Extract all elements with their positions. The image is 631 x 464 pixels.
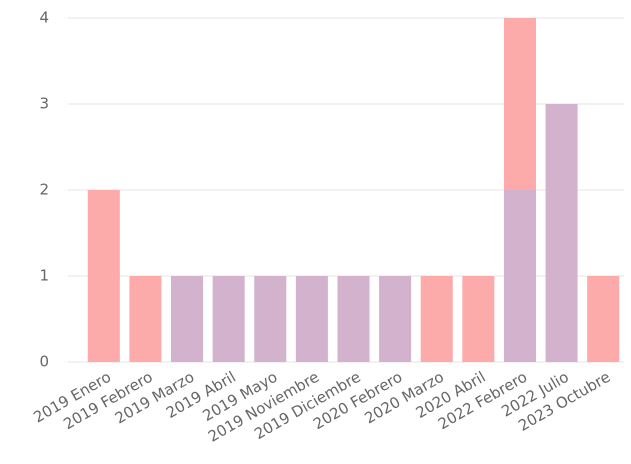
bar-segment bbox=[254, 276, 287, 362]
y-tick-label: 4 bbox=[39, 9, 49, 27]
bar-segment bbox=[337, 276, 370, 362]
bar-segment bbox=[379, 276, 412, 362]
bar-segment bbox=[545, 104, 578, 362]
bar-segment bbox=[462, 276, 495, 362]
bar-segment bbox=[171, 276, 204, 362]
bar-segment bbox=[212, 276, 245, 362]
y-tick-label: 0 bbox=[39, 353, 49, 371]
bar-segment bbox=[587, 276, 620, 362]
y-tick-label: 2 bbox=[39, 181, 49, 199]
bar-segment bbox=[129, 276, 162, 362]
y-tick-label: 1 bbox=[39, 267, 49, 285]
y-tick-label: 3 bbox=[39, 95, 49, 113]
bar-segment bbox=[420, 276, 453, 362]
bar-segment bbox=[503, 18, 536, 190]
bar-segment bbox=[295, 276, 328, 362]
bar-segment bbox=[87, 190, 120, 362]
bar-segment bbox=[503, 190, 536, 362]
